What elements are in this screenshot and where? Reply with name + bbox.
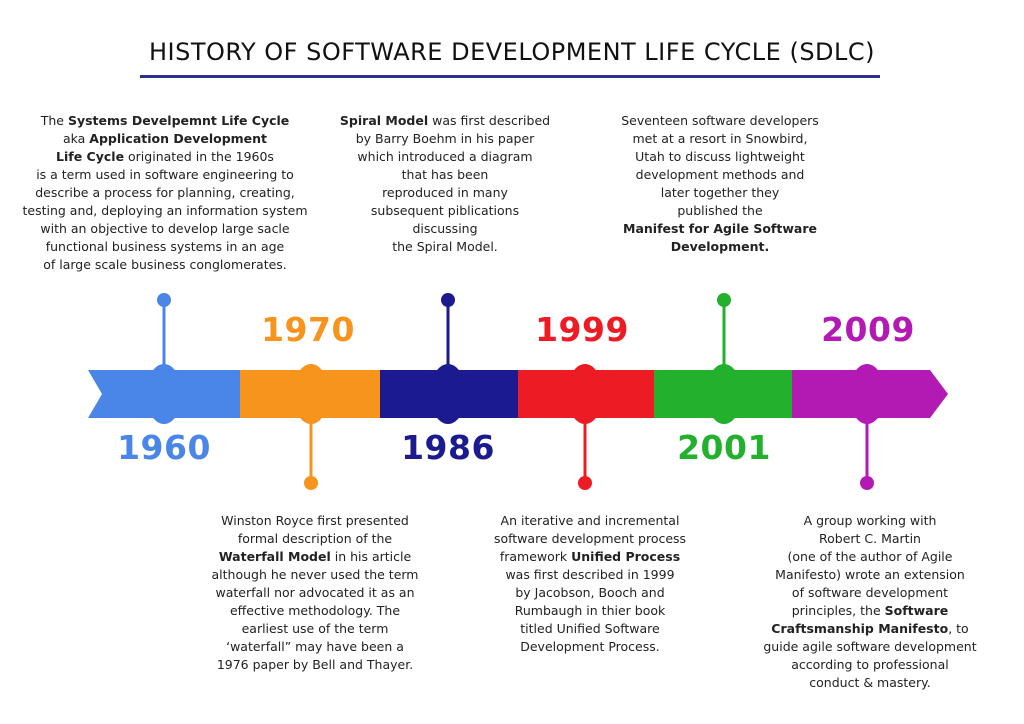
description-line: published the: [677, 203, 763, 218]
description-line: is a term used in software engineering t…: [36, 167, 294, 182]
description-line: Winston Royce first presented: [221, 513, 409, 528]
marker-bulge-1960: [146, 364, 182, 424]
description-line: Spiral Model was first described: [339, 113, 551, 128]
marker-bulge-2009: [849, 364, 885, 424]
year-2001: 2001: [677, 428, 771, 467]
description-1970: Winston Royce first presented formal desc…: [180, 512, 450, 674]
description-line: An iterative and incremental: [500, 513, 680, 528]
description-line: with an objective to develop large sacle: [40, 221, 290, 236]
description-line: met at a resort in Snowbird,: [632, 131, 808, 146]
description-line: reproduced in many: [382, 185, 508, 200]
description-line: discussing: [412, 221, 478, 236]
description-line: Utah to discuss lightweight: [635, 149, 805, 164]
description-line: later together they: [660, 185, 780, 200]
description-line: although he never used the term: [211, 567, 419, 582]
description-line: Craftsmanship Manifesto, to: [771, 621, 969, 636]
marker-bulge-1970: [293, 364, 329, 424]
description-line: by Barry Boehm in his paper: [355, 131, 535, 146]
description-1999: An iterative and incremental software dev…: [455, 512, 725, 656]
description-line: Life Cycle originated in the 1960s: [56, 149, 274, 164]
description-1986: Spiral Model was first described by Barry…: [320, 112, 570, 256]
description-line: software development process: [493, 531, 687, 546]
description-line: aka Application Development: [62, 131, 268, 146]
description-line: according to professional: [791, 657, 949, 672]
description-line: 1976 paper by Bell and Thayer.: [216, 657, 414, 672]
description-2001: Seventeen software developers met at a re…: [590, 112, 850, 256]
description-line: formal description of the: [237, 531, 393, 546]
description-line: Seventeen software developers: [621, 113, 819, 128]
marker-bulge-2001: [706, 364, 742, 424]
description-line: Manifest for Agile Software: [623, 221, 817, 236]
connector-dot-2001: [717, 293, 731, 307]
description-line: that has been: [401, 167, 489, 182]
description-1960: The Systems Develpemnt Life Cycle aka App…: [10, 112, 320, 274]
connector-dot-1986: [441, 293, 455, 307]
year-1960: 1960: [117, 428, 211, 467]
description-line: conduct & mastery.: [809, 675, 931, 690]
marker-bulge-1986: [430, 364, 466, 424]
description-line: The Systems Develpemnt Life Cycle: [40, 113, 290, 128]
title-underline: [140, 75, 880, 78]
connector-dot-1999: [578, 476, 592, 490]
description-line: of large scale business conglomerates.: [43, 257, 287, 272]
page-title: HISTORY OF SOFTWARE DEVELOPMENT LIFE CYC…: [148, 38, 876, 66]
year-1986: 1986: [401, 428, 495, 467]
year-1970: 1970: [261, 310, 355, 349]
description-line: subsequent piblications: [370, 203, 520, 218]
connector-dot-2009: [860, 476, 874, 490]
description-line: Development Process.: [520, 639, 660, 654]
description-line: was first described in 1999: [505, 567, 675, 582]
description-line: (one of the author of Agile: [787, 549, 953, 564]
description-line: A group working with: [803, 513, 937, 528]
connector-dot-1960: [157, 293, 171, 307]
description-line: titled Unified Software: [520, 621, 660, 636]
description-line: development methods and: [635, 167, 805, 182]
description-line: Robert C. Martin: [819, 531, 921, 546]
year-1999: 1999: [535, 310, 629, 349]
description-line: which introduced a diagram: [357, 149, 533, 164]
description-line: principles, the Software: [791, 603, 949, 618]
description-line: the Spiral Model.: [392, 239, 498, 254]
marker-bulge-1999: [567, 364, 603, 424]
description-line: testing and, deploying an information sy…: [22, 203, 308, 218]
description-line: describe a process for planning, creatin…: [35, 185, 295, 200]
description-line: Rumbaugh in thier book: [514, 603, 666, 618]
description-line: Development.: [670, 239, 770, 254]
description-line: Manifesto) wrote an extension: [775, 567, 965, 582]
description-line: earliest use of the term: [241, 621, 389, 636]
description-line: guide agile software development: [763, 639, 977, 654]
description-line: waterfall nor advocated it as an: [215, 585, 415, 600]
description-line: by Jacobson, Booch and: [515, 585, 665, 600]
description-line: effective methodology. The: [229, 603, 401, 618]
description-line: ‘waterfall” may have been a: [226, 639, 404, 654]
description-line: Waterfall Model in his article: [218, 549, 412, 564]
description-line: functional business systems in an age: [45, 239, 285, 254]
description-2009: A group working with Robert C. Martin (one…: [740, 512, 1000, 692]
year-2009: 2009: [821, 310, 915, 349]
description-line: of software development: [791, 585, 949, 600]
description-line: framework Unified Process: [499, 549, 681, 564]
connector-dot-1970: [304, 476, 318, 490]
